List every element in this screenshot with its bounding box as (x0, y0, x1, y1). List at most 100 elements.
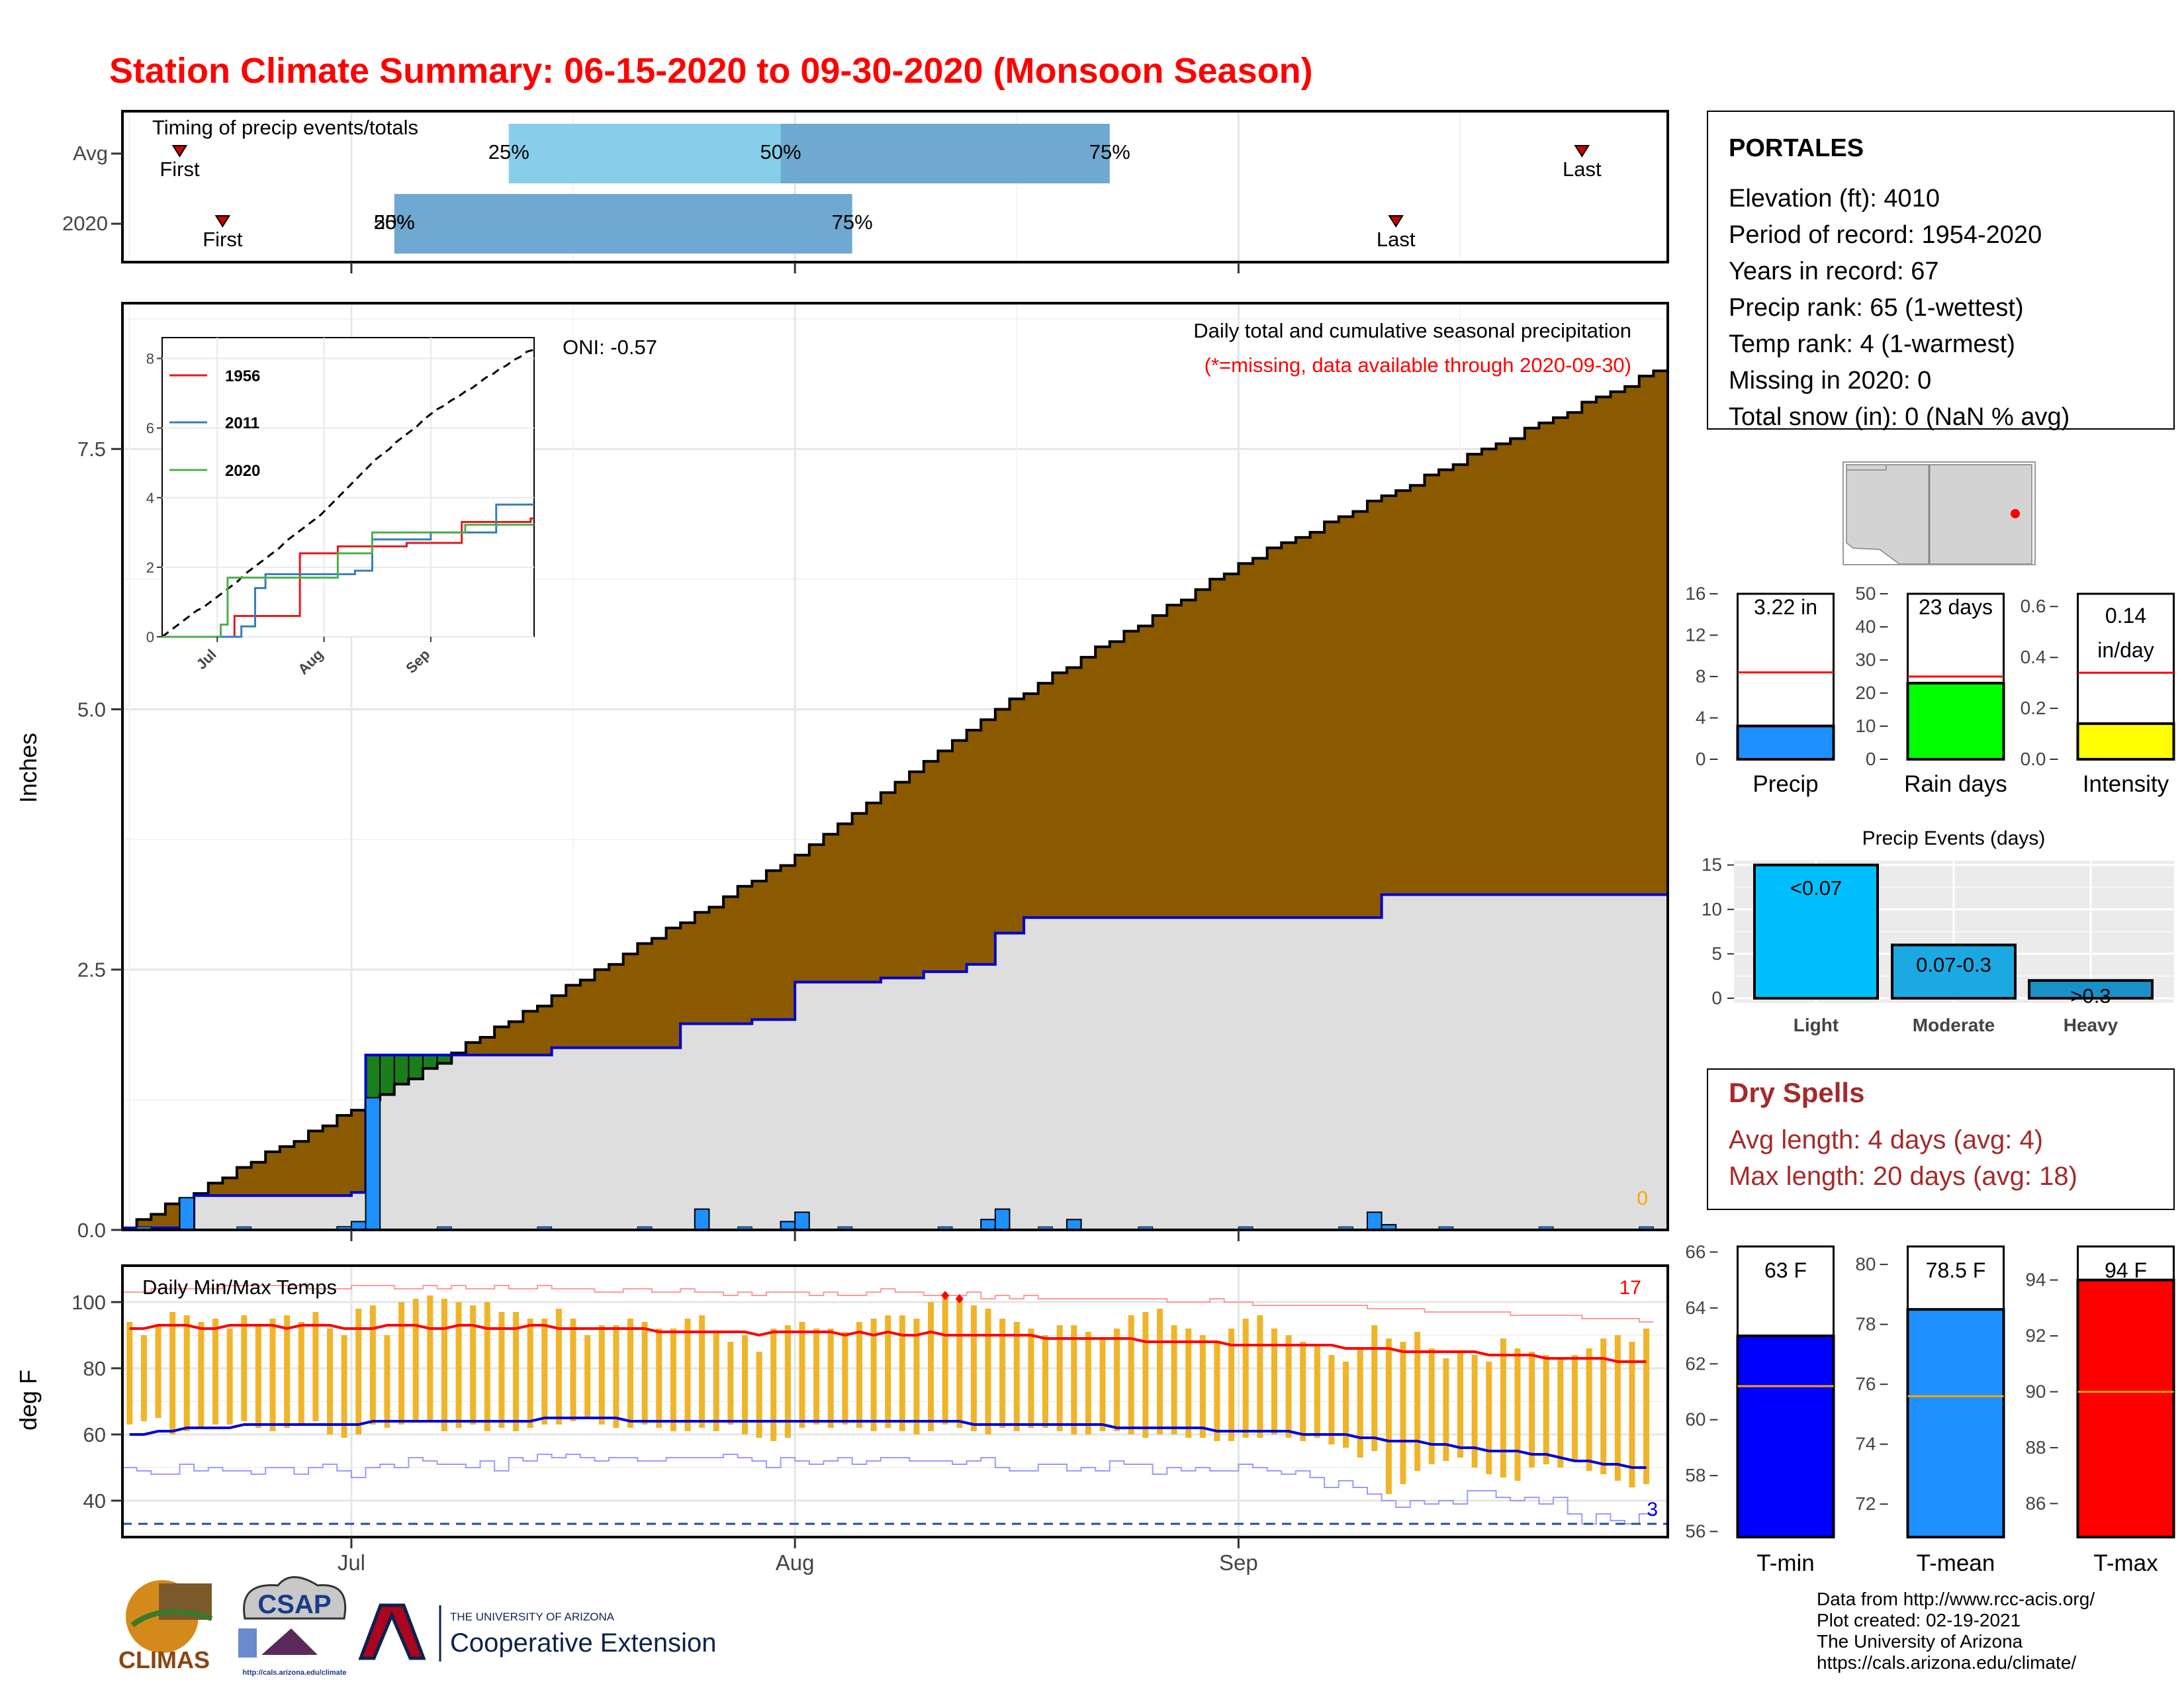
timing-row-label-2020: 2020 (62, 212, 108, 235)
daily-temp-bar (126, 1322, 133, 1425)
tmin-xlabel: T-min (1756, 1550, 1815, 1576)
daily-temp-bar (1156, 1309, 1163, 1434)
inset-series-2020 (162, 524, 534, 638)
station-line-missing: Missing in 2020: 0 (1729, 367, 1931, 395)
precip-caption: Daily total and cumulative seasonal prec… (1193, 319, 1631, 342)
timing-marker-last (1574, 145, 1590, 158)
intensity-ytick-label: 0.4 (2021, 647, 2046, 667)
daily-temp-bar (741, 1335, 748, 1434)
intensity-xlabel: Intensity (2083, 771, 2169, 797)
precip-events-chart: Precip Events (days) 0 5 10 15 Light Modera… (1702, 827, 2174, 1035)
station-info-box: PORTALES Elevation (ft): 4010 Period of … (1707, 111, 2175, 431)
climas-logo: CLIMAS (118, 1580, 213, 1673)
precip-ytick-label: 7.5 (77, 438, 106, 461)
events-label-heavy: >0.3 (2070, 984, 2111, 1008)
daily-temp-bar (1471, 1355, 1478, 1468)
daily-temp-bar (470, 1305, 477, 1425)
station-line-temp-rank: Temp rank: 4 (1-warmest) (1729, 330, 2015, 358)
ua-name-small: THE UNIVERSITY OF ARIZONA (450, 1611, 615, 1623)
daily-temp-bar (870, 1319, 877, 1431)
record-high-marker (941, 1291, 950, 1300)
daily-temp-bar (455, 1302, 462, 1428)
ua-coop-extension: Cooperative Extension (450, 1628, 716, 1658)
events-ytick-label: 15 (1702, 855, 1722, 875)
intensity-value-label-2: in/day (2097, 638, 2154, 662)
daily-temp-bar (985, 1309, 991, 1434)
record-low-count: 3 (1647, 1499, 1658, 1521)
daily-precip-bar (365, 1097, 381, 1231)
daily-temp-bar (1071, 1325, 1077, 1434)
precip-ytick-label: 0.0 (77, 1219, 106, 1242)
summary-bar-charts: 0 4 8 12 16 0 10 20 30 40 50 0.0 0.2 0.4 0.6 (1685, 583, 2175, 769)
timing-marker-first (171, 145, 188, 158)
intensity-ytick-label: 0.2 (2021, 698, 2046, 718)
daily-temp-bar (1271, 1329, 1277, 1434)
temp-ytick-label: 100 (71, 1291, 106, 1314)
timing-row-label-avg: Avg (73, 142, 108, 165)
station-location-dot (2011, 509, 2020, 518)
daily-temp-bar (756, 1352, 762, 1438)
daily-temp-bar (527, 1319, 533, 1428)
page-title: Station Climate Summary: 06-15-2020 to 0… (109, 51, 1313, 91)
station-line-period: Period of record: 1954-2020 (1729, 221, 2042, 249)
raindays-ytick-label: 0 (1866, 749, 1876, 769)
daily-temp-bar (656, 1329, 662, 1428)
daily-temp-bar (541, 1319, 548, 1425)
daily-temp-bar (298, 1322, 304, 1425)
daily-temp-bar (1500, 1338, 1506, 1477)
precip-ytick-label: 8 (1696, 666, 1706, 686)
events-ytick-label: 10 (1702, 899, 1722, 919)
inset-legend-2011: 2011 (225, 414, 259, 432)
events-bar-light (1753, 863, 1879, 1000)
daily-temp-bar (627, 1319, 634, 1428)
temp-ylabel: deg F (15, 1370, 42, 1430)
daily-temp-bar (1171, 1325, 1177, 1434)
tmin-ytick-label: 58 (1685, 1465, 1706, 1485)
daily-temp-bar (684, 1319, 691, 1431)
tmin-ytick-label: 66 (1685, 1241, 1706, 1262)
daily-temp-bar (1400, 1342, 1406, 1484)
daily-temp-bar (799, 1322, 805, 1428)
csap-url: http://cals.arizona.edu/climate (242, 1669, 346, 1677)
daily-temp-bar (498, 1312, 505, 1428)
temp-bar-labels: 63 F T-min 78.5 F T-mean 94 F T-max (1756, 1258, 2158, 1576)
intensity-value-bar (2076, 722, 2175, 761)
tmin-ytick-label: 56 (1685, 1521, 1706, 1542)
daily-temp-bar (1457, 1352, 1464, 1458)
dry-spells-avg: Avg length: 4 days (avg: 4) (1729, 1125, 2043, 1154)
daily-temp-bar (1629, 1342, 1635, 1487)
raindays-xlabel: Rain days (1904, 771, 2007, 797)
daily-temp-bar (1343, 1362, 1349, 1448)
daily-temp-bar (1529, 1352, 1535, 1468)
record-min-line (122, 1454, 1654, 1524)
timing-bar-50-75 (394, 194, 852, 254)
tmax-ytick-label: 90 (2025, 1382, 2046, 1402)
intensity-value-label: 0.14 (2105, 604, 2146, 628)
daily-precip-bar (980, 1219, 996, 1231)
csap-logo: CSAP http://cals.arizona.edu/climate (238, 1576, 347, 1677)
daily-temp-bar (670, 1329, 676, 1431)
daily-temp-bar (613, 1325, 619, 1428)
precip-ytick-label: 16 (1685, 583, 1706, 604)
daily-temp-bar (1142, 1312, 1149, 1438)
daily-temp-bar (1543, 1355, 1549, 1464)
daily-temp-bar (770, 1329, 777, 1441)
daily-temp-bar (1357, 1348, 1363, 1458)
daily-precip-bar (794, 1211, 810, 1231)
precip-ytick-label: 12 (1685, 625, 1706, 645)
inset-climatology-line (161, 348, 535, 638)
events-label-light: <0.07 (1790, 876, 1842, 900)
current-season-area (122, 894, 1668, 1230)
daily-temp-bar (1285, 1335, 1292, 1438)
tmax-ytick-label: 92 (2025, 1325, 2046, 1346)
raindays-ytick-label: 40 (1855, 616, 1876, 637)
daily-temp-bar (169, 1312, 176, 1434)
daily-temp-bar (555, 1309, 562, 1425)
inset-ytick-label: 2 (146, 559, 154, 576)
daily-temp-bar (1013, 1322, 1020, 1431)
dry-spells-title: Dry Spells (1729, 1077, 1864, 1108)
station-line-precip-rank: Precip rank: 65 (1-wettest) (1729, 294, 2024, 322)
inset-legend-2020: 2020 (225, 462, 260, 480)
